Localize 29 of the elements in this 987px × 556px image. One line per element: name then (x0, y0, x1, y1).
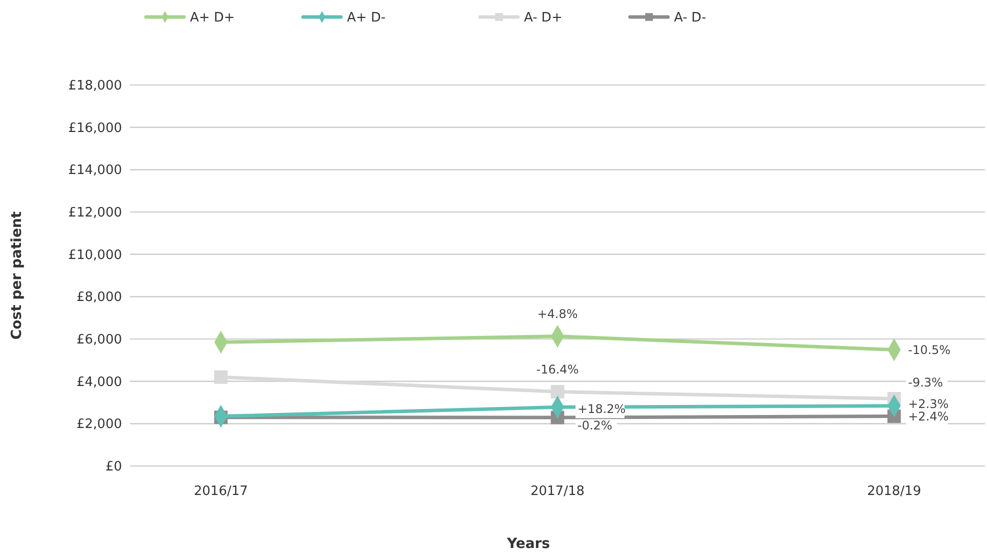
y-tick-label: £6,000 (76, 332, 122, 348)
y-tick-label: £10,000 (68, 248, 122, 263)
x-tick-label: 2016/17 (194, 484, 248, 499)
point (214, 370, 228, 384)
legend-label: A+ D+ (190, 10, 235, 26)
annotation: -10.5% (908, 342, 951, 357)
y-tick-label: £0 (105, 460, 122, 475)
x-tick-label: 2018/19 (867, 484, 922, 499)
y-tick-label: £18,000 (68, 78, 122, 94)
y-tick-label: £8,000 (76, 290, 122, 306)
y-tick-label: £16,000 (68, 120, 122, 136)
annotation: -9.3% (908, 376, 943, 390)
annotation: -0.2% (578, 418, 612, 433)
legend-label: A- D- (674, 10, 706, 26)
y-tick-label: £14,000 (68, 163, 122, 178)
annotation: -16.4% (536, 362, 579, 377)
y-tick-label: £4,000 (76, 374, 122, 390)
y-tick-label: £2,000 (76, 417, 122, 432)
y-tick-label: £12,000 (68, 206, 122, 221)
annotation: +4.8% (537, 307, 578, 322)
point (550, 384, 564, 398)
legend-label: A+ D- (347, 10, 386, 26)
legend-label: A- D+ (524, 10, 562, 26)
annotation: +18.2% (578, 402, 626, 416)
x-tick-label: 2017/18 (530, 484, 585, 499)
y-axis-title: Cost per patient (9, 211, 25, 340)
x-axis-title: Years (506, 536, 550, 552)
annotation: +2.3% (908, 396, 949, 411)
annotation: +2.4% (908, 409, 949, 424)
